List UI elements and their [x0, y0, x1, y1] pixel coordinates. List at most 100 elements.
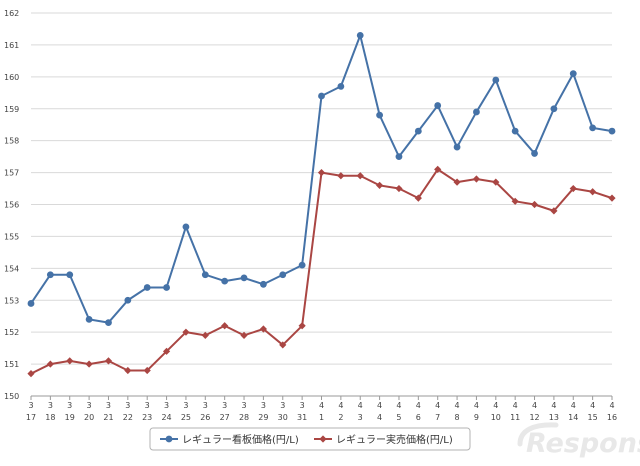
x-tick-month-label: 4 [319, 401, 324, 410]
x-tick-month-label: 4 [455, 401, 460, 410]
x-tick-day-label: 26 [200, 413, 210, 422]
x-tick-month-label: 3 [87, 401, 92, 410]
data-point [85, 316, 93, 323]
data-point [531, 150, 538, 157]
y-tick-label: 153 [4, 296, 19, 305]
gridlines [31, 12, 612, 397]
data-point [240, 274, 248, 282]
x-tick-month-label: 3 [48, 401, 53, 410]
x-tick-day-label: 6 [416, 413, 421, 422]
x-tick-month-label: 3 [300, 401, 305, 410]
data-point [414, 194, 422, 202]
data-point [143, 284, 151, 291]
data-point [414, 127, 422, 135]
x-tick-month-label: 4 [474, 401, 479, 410]
data-point [318, 92, 325, 100]
data-point [550, 207, 558, 215]
data-point [317, 168, 326, 177]
legend-marker [319, 435, 327, 443]
data-point [337, 83, 345, 90]
data-point [434, 165, 442, 173]
data-point [434, 102, 442, 109]
data-point [569, 70, 577, 78]
data-point [395, 153, 403, 161]
data-point [356, 172, 364, 180]
data-point [221, 277, 229, 285]
legend-label: レギュラー実売価格(円/L) [336, 433, 453, 446]
data-point [298, 261, 306, 269]
data-point [162, 347, 171, 355]
x-tick-day-label: 24 [161, 413, 171, 422]
x-tick-day-label: 20 [84, 413, 94, 422]
data-point [511, 127, 519, 135]
data-point [163, 284, 170, 291]
data-point [589, 188, 597, 196]
x-tick-day-label: 16 [607, 413, 617, 422]
y-tick-label: 159 [4, 105, 19, 114]
series-1 [27, 31, 616, 326]
x-tick-month-label: 3 [280, 401, 285, 410]
data-point [279, 271, 287, 279]
x-tick-day-label: 1 [319, 413, 324, 422]
data-point [395, 184, 403, 193]
x-tick-day-label: 19 [65, 413, 75, 422]
x-tick-day-label: 13 [549, 413, 559, 422]
data-point [221, 322, 229, 330]
x-tick-month-label: 3 [125, 401, 130, 410]
x-tick-month-label: 4 [532, 401, 537, 410]
data-point [453, 143, 461, 151]
y-tick-label: 151 [4, 360, 19, 369]
plot-area [27, 31, 616, 378]
data-point [85, 360, 93, 368]
data-point [143, 366, 151, 375]
x-tick-day-label: 9 [474, 413, 479, 422]
legend-box [149, 427, 471, 451]
y-tick-label: 158 [4, 137, 19, 146]
x-tick-day-label: 11 [510, 413, 520, 422]
y-axis: 150 151 152 153 154 155 156 157 158 159 160 161 162 [4, 9, 19, 401]
y-tick-label: 156 [4, 201, 19, 210]
series-line [30, 168, 613, 375]
y-tick-label: 161 [4, 41, 19, 50]
data-point [550, 105, 558, 113]
x-tick-day-label: 8 [455, 413, 460, 422]
x-tick-day-label: 4 [377, 413, 382, 422]
x-tick-month-label: 3 [183, 401, 188, 410]
x-tick-month-label: 4 [609, 401, 614, 410]
data-point [589, 124, 597, 132]
data-point [182, 223, 190, 231]
x-tick-month-label: 4 [396, 401, 401, 410]
x-tick-day-label: 27 [220, 413, 230, 422]
x-tick-month-label: 3 [203, 401, 208, 410]
x-tick-day-label: 21 [103, 413, 113, 422]
x-tick-month-label: 3 [67, 401, 72, 410]
data-point [298, 322, 306, 330]
data-point [105, 319, 112, 326]
x-tick-month-label: 4 [513, 401, 518, 410]
data-point [472, 175, 481, 183]
response-watermark-logo: Response. [517, 422, 640, 459]
data-point [608, 127, 616, 135]
x-tick-month-label: 4 [416, 401, 421, 410]
x-tick-month-label: 3 [28, 401, 33, 410]
y-tick-label: 152 [4, 328, 19, 337]
watermark-swoosh [517, 422, 559, 447]
legend: レギュラー看板価格(円/L) レギュラー実売価格(円/L) [149, 427, 471, 451]
x-axis: 3173183193203213223233243253263273283293… [26, 395, 617, 422]
y-tick-label: 160 [4, 73, 19, 82]
x-tick-month-label: 3 [222, 401, 227, 410]
legend-marker [165, 435, 173, 443]
data-point [279, 341, 287, 349]
data-point [530, 200, 539, 209]
x-tick-month-label: 4 [358, 401, 363, 410]
data-point [337, 172, 345, 180]
x-tick-day-label: 23 [142, 413, 152, 422]
x-tick-day-label: 5 [396, 413, 401, 422]
y-tick-label: 155 [4, 232, 19, 241]
data-point [473, 108, 480, 116]
x-tick-day-label: 30 [278, 413, 288, 422]
data-point [46, 360, 54, 368]
watermark-text: Response. [526, 428, 640, 459]
